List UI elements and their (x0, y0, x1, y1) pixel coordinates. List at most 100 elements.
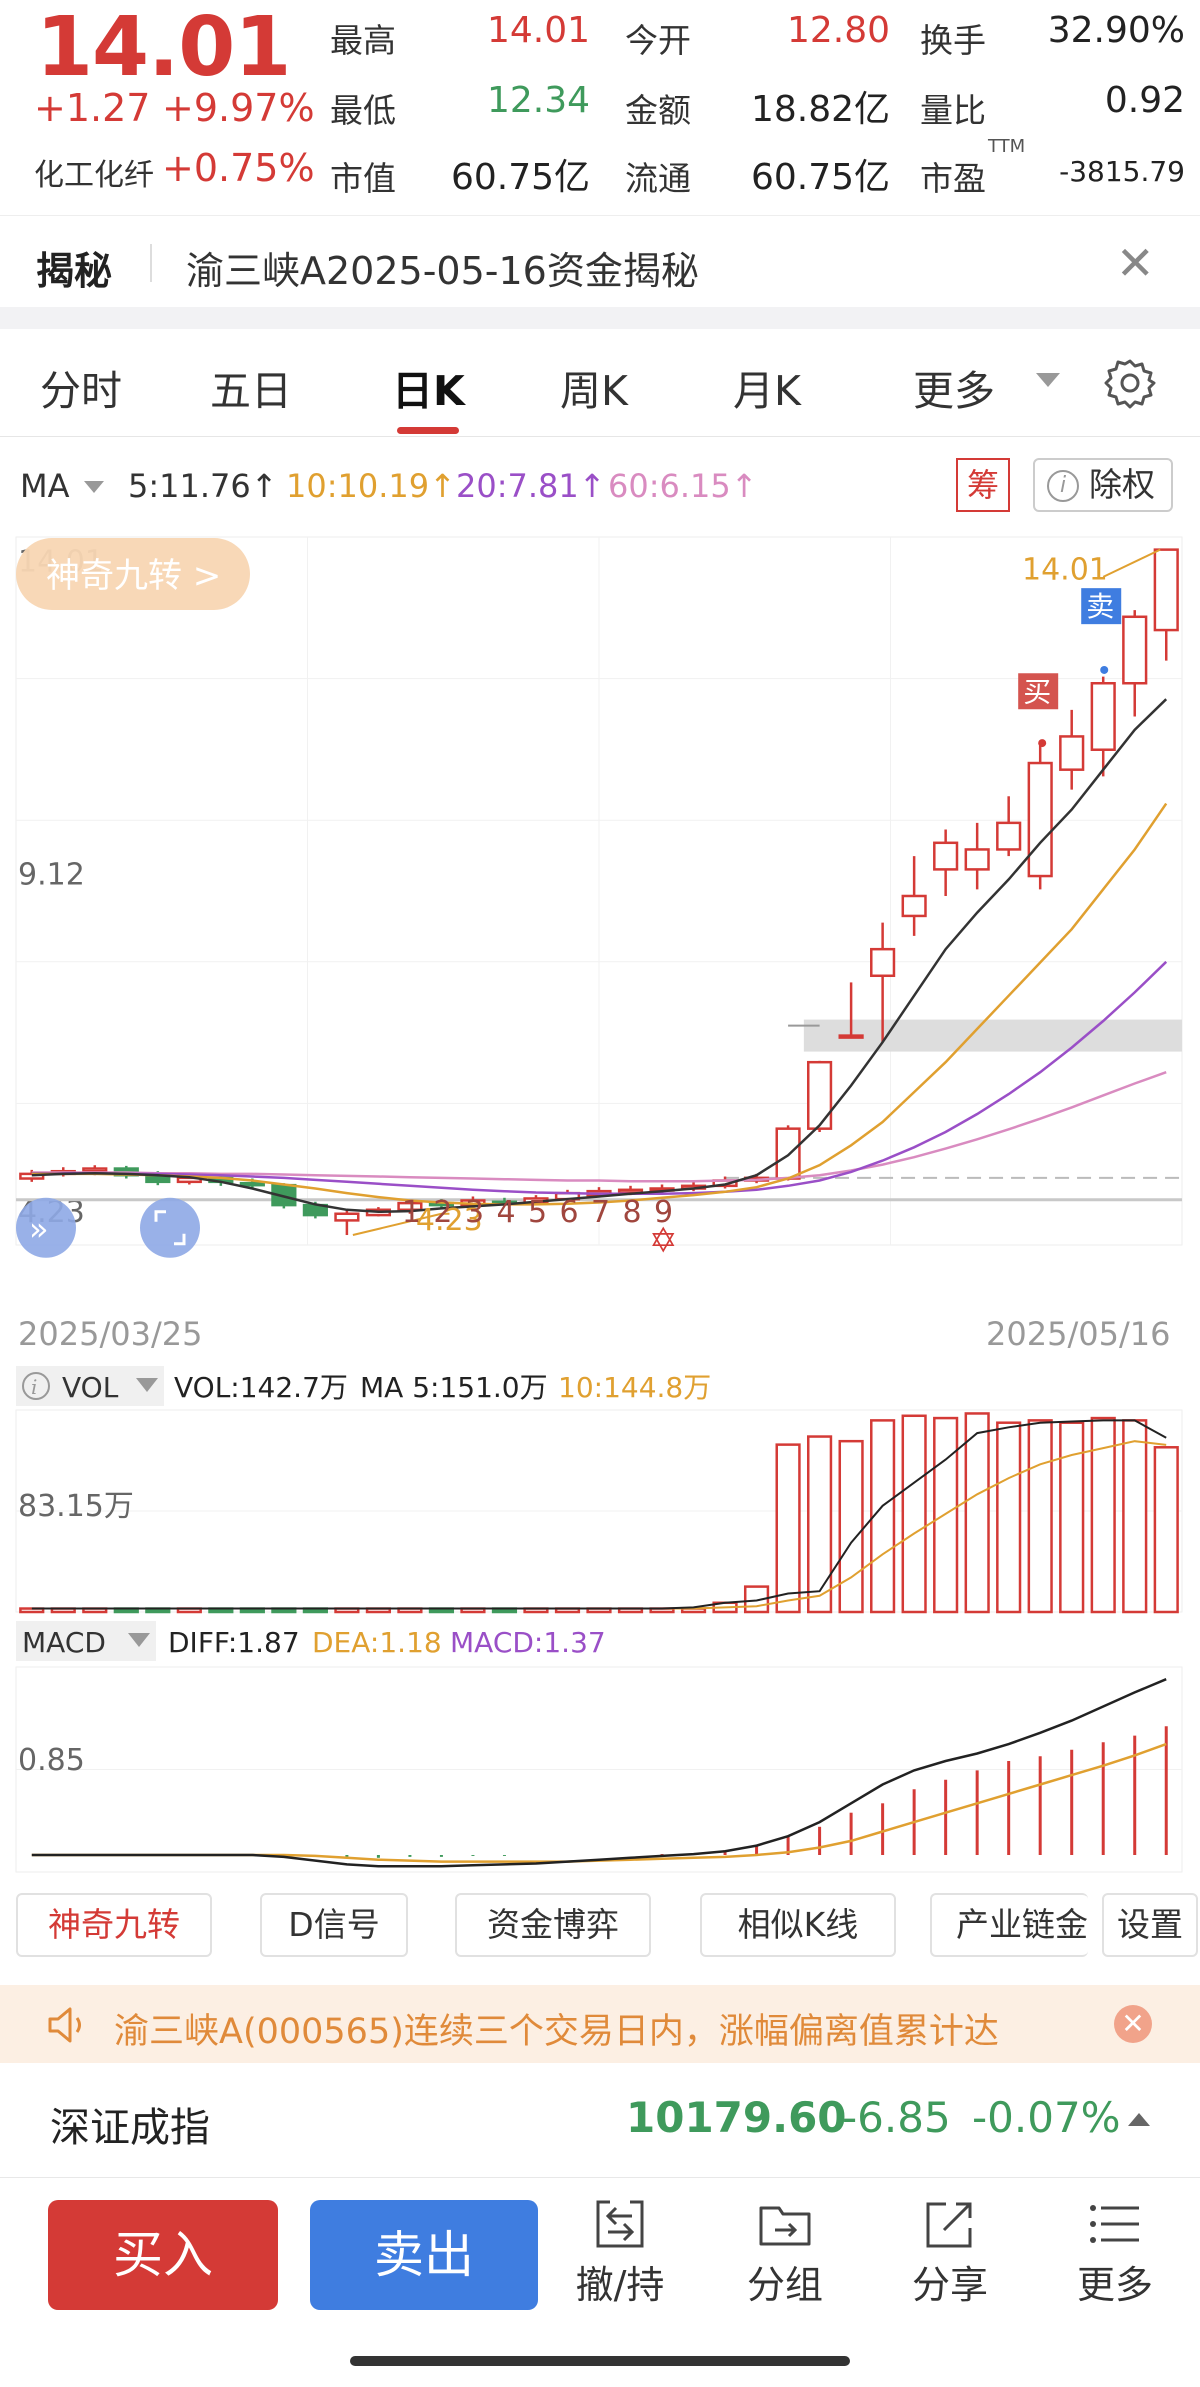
badge-bg (16, 538, 250, 610)
stock-chart[interactable]: 14.01 9.12 4.23 i VOL VOL:142.7万 MA 5:151.0万 1… (0, 525, 1200, 1885)
field-value: 32.90% (1047, 10, 1185, 51)
vol-legend-item: MA 5:151.0万 (360, 1371, 548, 1404)
sell-button[interactable]: 卖出 (310, 2200, 538, 2310)
candle-body (334, 1212, 360, 1222)
tab-more[interactable]: 更多 (913, 367, 995, 415)
chevron-down-icon (136, 1378, 158, 1392)
tab-monthly-k[interactable]: 月K (733, 367, 801, 415)
macd-legend-item: DIFF:1.87 (168, 1626, 300, 1659)
field-value: 12.80 (786, 10, 890, 51)
vol-bar (996, 1421, 1022, 1614)
x-end-date: 2025/05/16 (986, 1315, 1170, 1353)
fullscreen-glyph (154, 1210, 186, 1246)
chevron-up-icon[interactable] (1128, 2113, 1150, 2126)
candle (1090, 676, 1116, 777)
k-chart-marks (19, 548, 1179, 1236)
more-button[interactable]: 更多 (1060, 2196, 1170, 2309)
field-key: 流通 (625, 159, 691, 198)
gear-icon[interactable] (1104, 357, 1156, 409)
sell-marker: 卖 (1086, 590, 1114, 623)
chevron-down-icon[interactable] (84, 481, 104, 493)
tab-weekly-k[interactable]: 周K (560, 367, 628, 415)
field-key: 换手 (920, 21, 986, 60)
field-key: 市盈 (920, 159, 986, 198)
similar-k-button[interactable]: 相似K线 (700, 1893, 896, 1957)
fund-reveal-bar[interactable]: 揭秘 渝三峡A2025-05-16资金揭秘 ✕ (0, 215, 1200, 307)
candle (1122, 610, 1148, 717)
buy-marker: 买 (1023, 675, 1051, 708)
vol-selector-bg (16, 1366, 164, 1406)
macd-chart-marks (31, 1678, 1168, 1868)
vol-bar (1122, 1419, 1148, 1614)
notice-bar[interactable]: 渝三峡A(000565)连续三个交易日内，涨幅偏离值累计达 ✕ (0, 1985, 1200, 2063)
sector-name[interactable]: 化工化纤 (34, 158, 154, 193)
candle (838, 982, 864, 1039)
info-icon (22, 1372, 50, 1400)
ma5-line (31, 698, 1168, 1214)
industry-chain-button[interactable]: 产业链金 (930, 1893, 1088, 1957)
fund-game-button[interactable]: 资金博弈 (455, 1893, 651, 1957)
nine-turn-number: 3 (465, 1195, 484, 1230)
tab-minute[interactable]: 分时 (40, 367, 122, 415)
ma10-line (31, 802, 1168, 1206)
ma-selector[interactable]: MA (20, 467, 70, 505)
ma10-label: 10:10.19↑ (286, 467, 456, 505)
candle (334, 1209, 360, 1236)
nine-turn-number: 4 (496, 1195, 515, 1230)
candle-body (775, 1127, 801, 1180)
nine-turn-number: 5 (528, 1195, 547, 1230)
fullscreen-icon (140, 1197, 200, 1258)
candle-body (82, 1167, 108, 1173)
ex-rights-button[interactable]: i 除权 (1033, 458, 1173, 512)
field-value: 12.34 (486, 80, 590, 121)
period-tabs: 分时 五日 日K 周K 月K 更多 (0, 329, 1200, 437)
field-key: 量比 (920, 91, 986, 130)
vol-bar (964, 1412, 990, 1614)
index-change: -6.85 (842, 2093, 951, 2142)
withdraw-icon (596, 2200, 644, 2248)
macd-legend-item: DEA:1.18 (312, 1626, 442, 1659)
home-indicator (350, 2356, 850, 2366)
candle-body (239, 1181, 265, 1187)
candle-body (806, 1060, 833, 1130)
share-button[interactable]: 分享 (895, 2196, 1005, 2309)
vol-bar (1090, 1416, 1116, 1614)
buy-button[interactable]: 买入 (48, 2200, 278, 2310)
candle (933, 829, 959, 896)
tab-five-day[interactable]: 五日 (210, 367, 292, 415)
vol-bar (838, 1439, 864, 1614)
close-icon[interactable]: ✕ (1116, 236, 1155, 290)
d-signal-button[interactable]: D信号 (260, 1893, 408, 1957)
vol-legend-item: 10:144.8万 (558, 1371, 711, 1404)
vol-title: VOL (62, 1371, 119, 1404)
info-glyph: i (31, 1375, 37, 1399)
candle-body (901, 894, 927, 918)
field-value: 60.75亿 (750, 157, 890, 198)
macd-selector-bg (16, 1621, 156, 1661)
section-gap (0, 307, 1200, 329)
field-value: 18.82亿 (750, 89, 890, 130)
chevron-down-icon[interactable] (1036, 373, 1060, 387)
ma60-line (31, 1071, 1167, 1183)
candle-body (1059, 735, 1085, 771)
group-button[interactable]: 分组 (730, 2196, 840, 2309)
bottom-action-bar: 买入 卖出 撤/持 分组 分享 更多 (0, 2178, 1200, 2387)
candle-body (1027, 761, 1053, 878)
tab-daily-k[interactable]: 日K (392, 367, 465, 415)
candle-body (933, 841, 959, 871)
ma20-line (31, 960, 1168, 1196)
index-bar[interactable]: 深证成指 10179.60 -6.85 -0.07% (0, 2063, 1200, 2178)
settings-button[interactable]: 设置 (1102, 1893, 1198, 1957)
candle-body (838, 1034, 864, 1039)
resistance-band (803, 1019, 1182, 1052)
chip-distribution-button[interactable]: 筹 (956, 458, 1010, 512)
candle (806, 1060, 833, 1132)
reveal-text[interactable]: 渝三峡A2025-05-16资金揭秘 (186, 249, 699, 293)
ttm-sup: TTM (988, 136, 1026, 157)
nine-turn-button[interactable]: 神奇九转 (16, 1893, 212, 1957)
withdraw-button[interactable]: 撤/持 (565, 2196, 675, 2309)
candle (1153, 548, 1179, 661)
close-icon[interactable]: ✕ (1114, 2005, 1152, 2043)
price-change-pct: +9.97% (162, 86, 315, 130)
price-change: +1.27 (34, 86, 151, 130)
